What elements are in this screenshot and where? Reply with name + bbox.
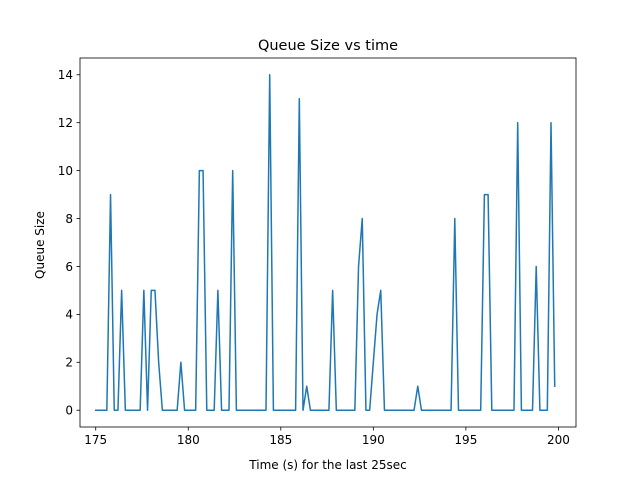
x-tick-label: 180 [177, 433, 200, 447]
y-tick-label: 6 [65, 260, 73, 274]
y-tick-label: 10 [58, 164, 73, 178]
chart-title: Queue Size vs time [258, 38, 398, 54]
y-tick-label: 12 [58, 116, 73, 130]
y-tick-label: 14 [58, 68, 73, 82]
y-tick-label: 2 [65, 356, 73, 370]
y-tick-label: 0 [65, 404, 73, 418]
x-tick-label: 175 [84, 433, 107, 447]
x-tick-label: 185 [269, 433, 292, 447]
x-axis-label: Time (s) for the last 25sec [248, 458, 406, 472]
x-tick-label: 200 [547, 433, 570, 447]
x-tick-label: 195 [454, 433, 477, 447]
y-tick-label: 8 [65, 212, 73, 226]
y-axis-label: Queue Size [33, 211, 47, 279]
x-tick-label: 190 [362, 433, 385, 447]
y-tick-label: 4 [65, 308, 73, 322]
series-line-0 [94, 74, 556, 411]
plot-area: 175 180 185 190 195 200 0 2 4 6 8 10 12 14 [58, 57, 577, 447]
plot-frame [79, 57, 577, 428]
